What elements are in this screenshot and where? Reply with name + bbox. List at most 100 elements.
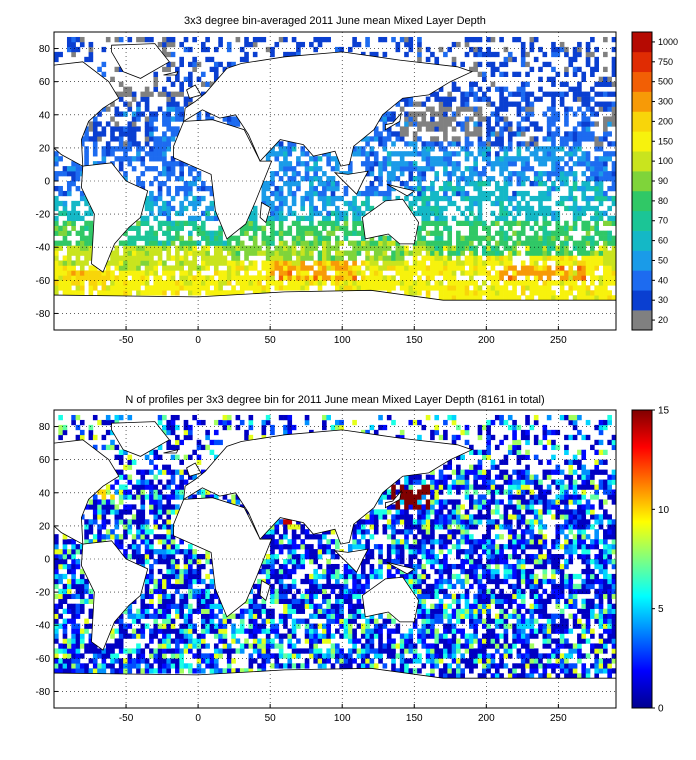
- count-cell: [581, 598, 587, 604]
- mld-cell: [291, 280, 297, 286]
- mld-cell: [213, 245, 219, 251]
- mld-cell: [585, 185, 591, 192]
- mld-cell: [443, 270, 448, 276]
- mld-cell: [456, 161, 461, 167]
- mld-cell: [105, 151, 111, 157]
- count-cell: [75, 633, 81, 639]
- mld-cell: [555, 176, 561, 182]
- mld-cell: [603, 195, 608, 202]
- count-cell: [477, 603, 483, 609]
- count-cell: [408, 583, 414, 590]
- mld-cell: [278, 285, 284, 291]
- mld-cell: [464, 285, 470, 291]
- count-cell: [326, 648, 331, 654]
- mld-cell: [611, 161, 616, 167]
- mld-cell: [451, 61, 457, 68]
- count-cell: [421, 628, 427, 634]
- mld-cell: [421, 210, 427, 217]
- mld-cell: [590, 255, 595, 261]
- mld-cell: [162, 181, 167, 187]
- mld-cell: [572, 200, 578, 207]
- count-cell: [447, 668, 453, 674]
- mld-cell: [192, 200, 197, 207]
- mld-cell: [412, 210, 418, 217]
- count-cell: [347, 608, 353, 614]
- count-cell: [265, 608, 271, 614]
- count-cell: [131, 663, 137, 669]
- mld-cell: [460, 235, 465, 241]
- count-cell: [507, 643, 513, 649]
- mld-cell: [365, 36, 370, 43]
- mld-cell: [581, 290, 587, 296]
- count-cell: [274, 593, 280, 600]
- tick-label-x-2: 50: [265, 335, 277, 346]
- mld-cell: [572, 51, 578, 58]
- mld-cell: [447, 225, 453, 231]
- count-cell: [183, 663, 189, 669]
- mld-cell: [192, 66, 197, 73]
- mld-cell: [235, 121, 241, 127]
- mld-cell: [283, 151, 288, 157]
- count-cell: [365, 638, 370, 644]
- mld-cell: [71, 41, 76, 48]
- count-cell: [598, 583, 604, 590]
- mld-cell: [183, 181, 189, 187]
- mld-cell: [425, 126, 431, 132]
- count-cell: [136, 658, 141, 664]
- mld-cell: [196, 200, 202, 207]
- mld-cell: [512, 250, 517, 256]
- mld-cell: [149, 195, 154, 202]
- mld-cell: [317, 166, 323, 172]
- count-cell: [136, 663, 141, 669]
- mld-cell: [451, 215, 457, 222]
- mld-cell: [322, 205, 327, 212]
- count-cell: [572, 648, 578, 654]
- mld-cell: [425, 156, 431, 162]
- count-cell: [257, 628, 262, 634]
- mld-cell: [71, 275, 76, 281]
- count-cell: [473, 648, 478, 654]
- count-cell: [239, 668, 245, 674]
- mld-cell: [257, 275, 262, 281]
- mld-cell: [546, 185, 552, 192]
- mld-cell: [585, 136, 591, 142]
- mld-cell: [261, 260, 267, 266]
- count-cell: [248, 653, 254, 659]
- mld-cell: [326, 210, 331, 217]
- mld-cell: [170, 280, 176, 286]
- count-cell: [430, 653, 435, 659]
- count-cell: [559, 613, 565, 619]
- count-cell: [196, 633, 202, 639]
- count-cell: [58, 598, 63, 604]
- count-cell: [568, 673, 574, 679]
- mld-cell: [542, 230, 548, 236]
- mld-cell: [594, 255, 599, 261]
- mld-cell: [157, 171, 163, 177]
- mld-cell: [490, 235, 496, 241]
- count-cell: [404, 648, 409, 654]
- mld-cell: [244, 270, 249, 276]
- count-cell: [477, 583, 483, 590]
- mld-cell: [399, 161, 405, 167]
- mld-cell: [421, 151, 427, 157]
- mld-cell: [136, 270, 141, 276]
- count-cell: [352, 608, 357, 614]
- count-cell: [529, 648, 535, 654]
- mld-cell: [170, 205, 176, 212]
- mld-cell: [430, 255, 435, 261]
- mld-cell: [438, 295, 444, 301]
- mld-cell: [525, 285, 530, 291]
- mld-cell: [153, 71, 159, 77]
- mld-cell: [529, 295, 535, 301]
- count-cell: [598, 668, 604, 674]
- mld-cell: [417, 171, 422, 177]
- count-cell: [516, 638, 522, 644]
- mld-cell: [313, 270, 318, 276]
- count-cell: [274, 588, 280, 595]
- count-cell: [447, 618, 453, 624]
- mld-cell: [88, 285, 94, 291]
- mld-cell: [443, 255, 448, 261]
- mld-cell: [499, 91, 504, 97]
- mld-cell: [516, 210, 522, 217]
- mld-cell: [166, 185, 172, 192]
